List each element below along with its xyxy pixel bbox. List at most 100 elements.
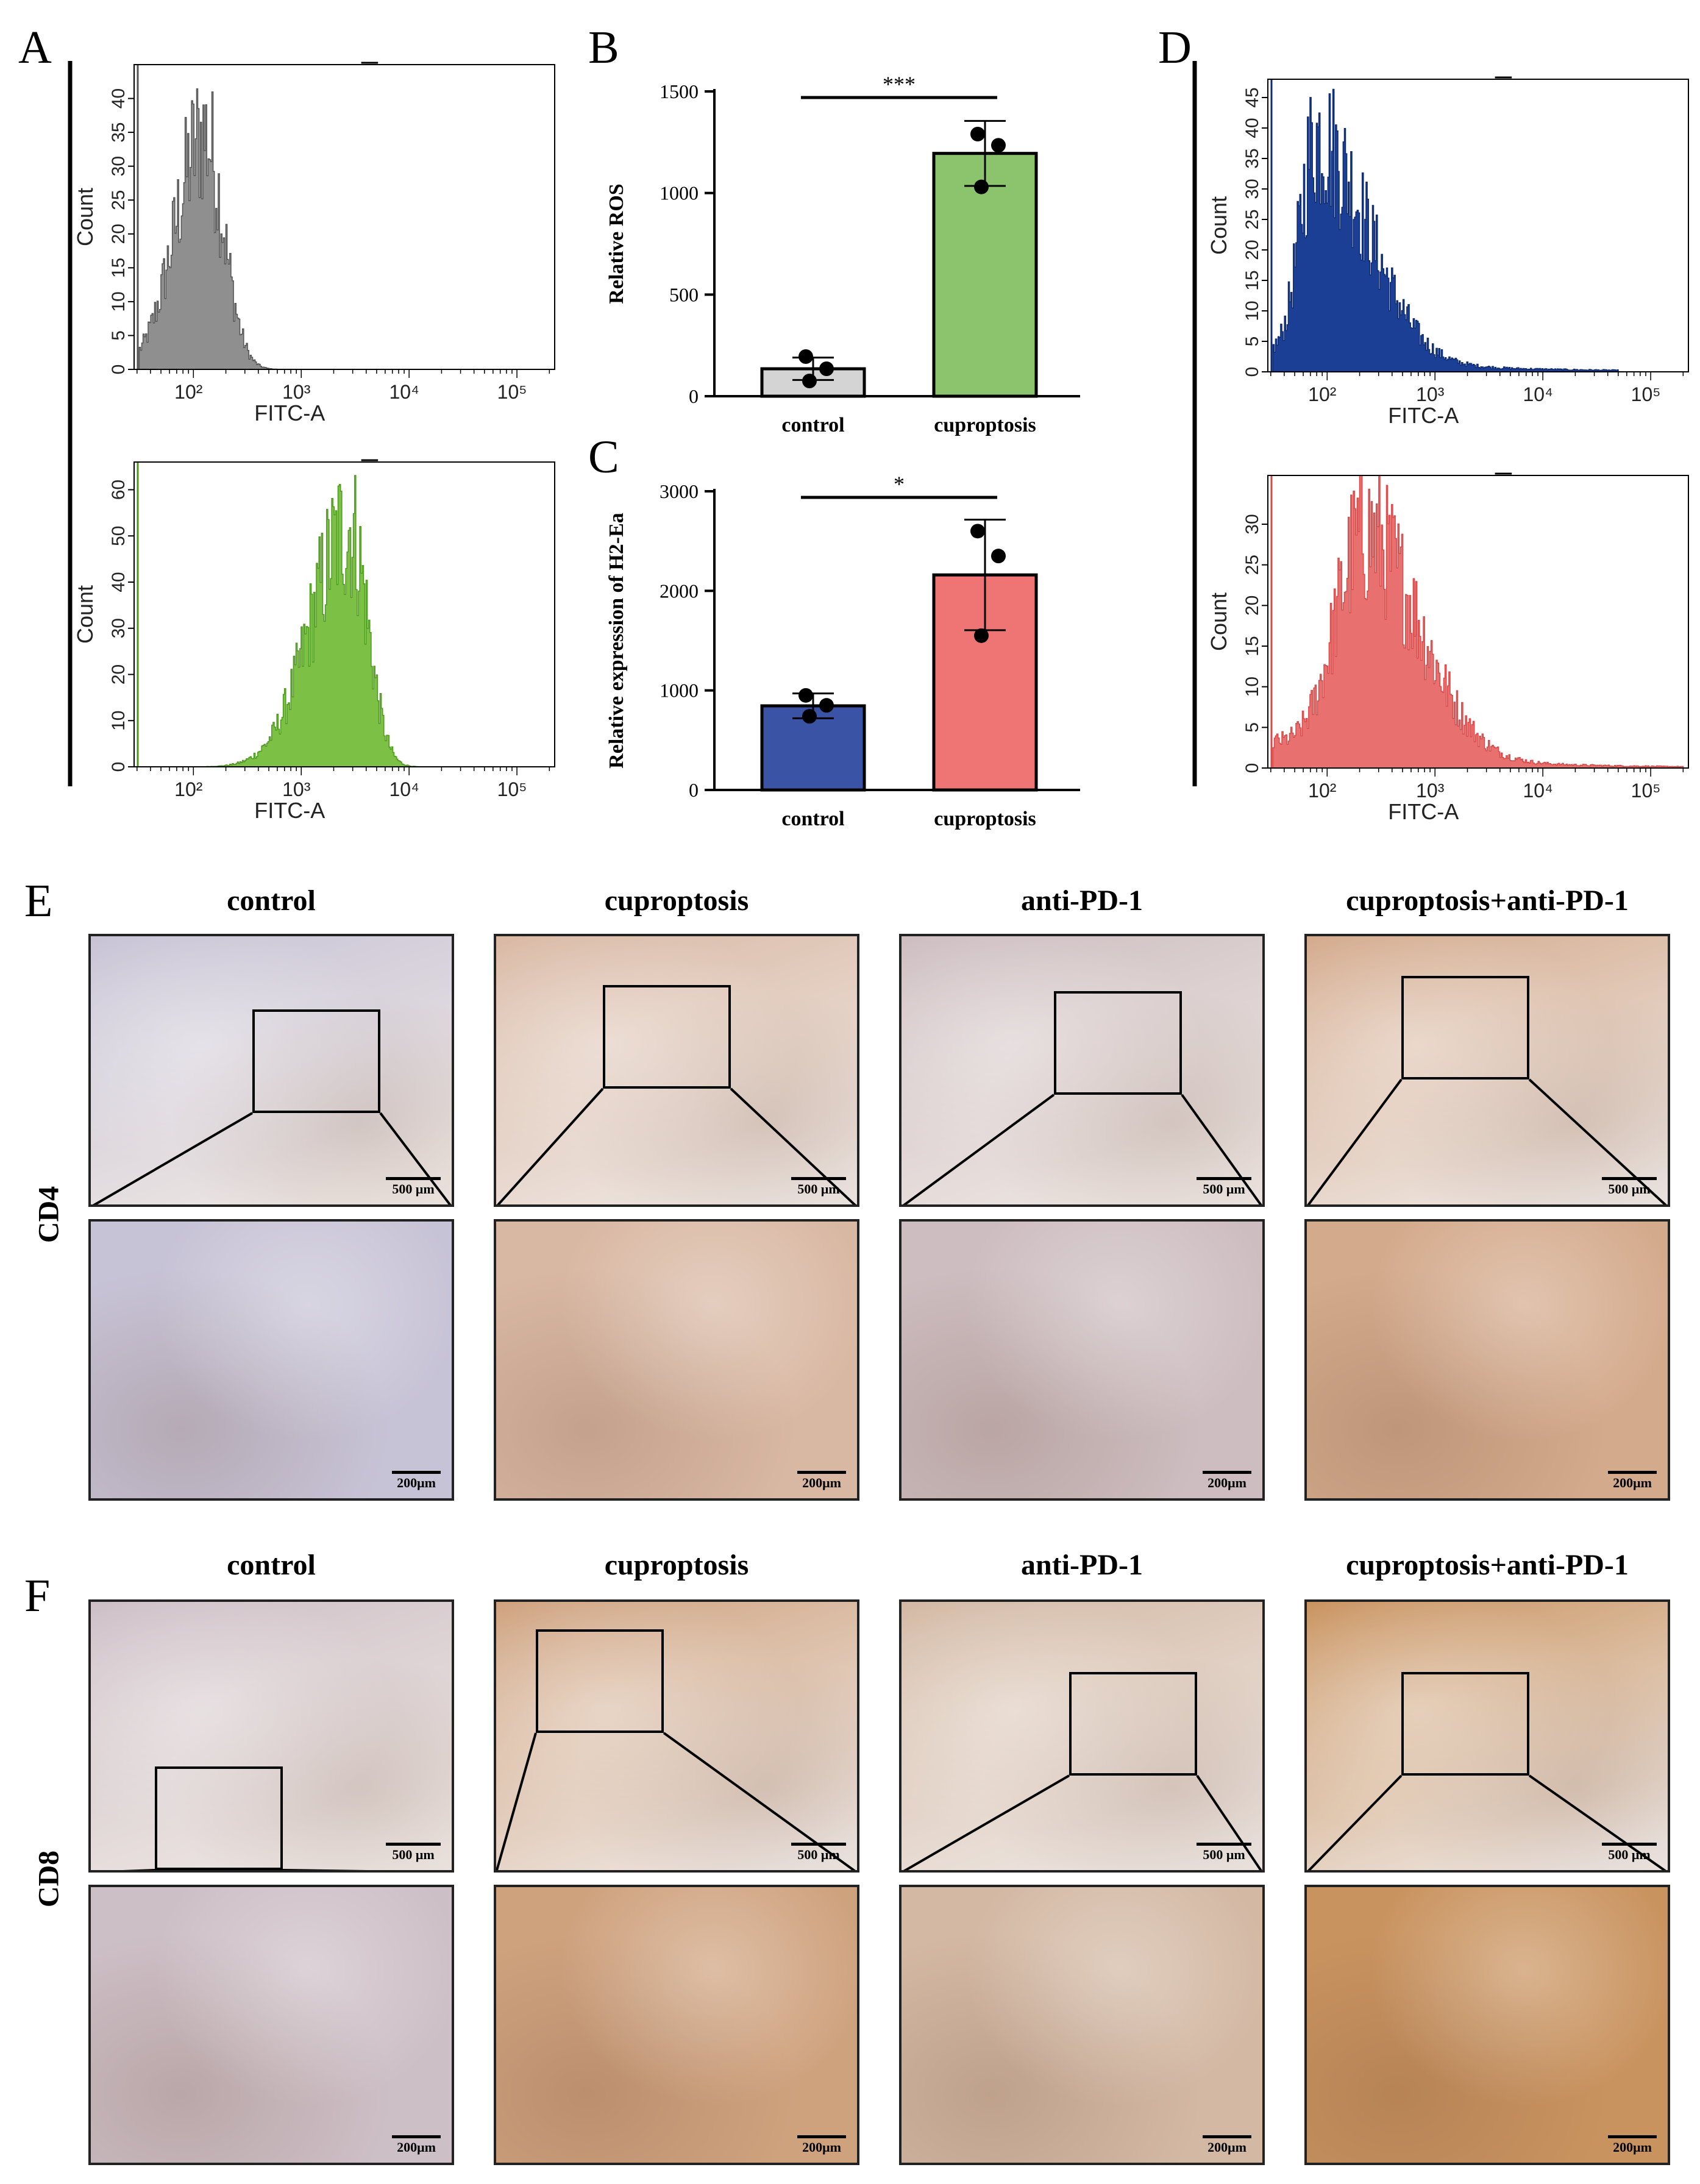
scale-bar-label: 200μm bbox=[1207, 1475, 1247, 1490]
x-tick-label: 10³ bbox=[1416, 383, 1445, 405]
histogram-frame bbox=[1267, 79, 1689, 372]
data-point bbox=[974, 179, 989, 194]
scale-bar: 200μm bbox=[1203, 2135, 1251, 2155]
row-label-cd8: CD8 bbox=[32, 1850, 65, 1908]
y-tick-label: 50 bbox=[108, 526, 129, 546]
ihc-zoomed-image: 200μm bbox=[1304, 1885, 1670, 2165]
y-tick-label: 15 bbox=[1242, 636, 1262, 656]
zoom-lines bbox=[496, 1087, 856, 1204]
scale-bar-line bbox=[791, 1177, 846, 1180]
column-title: cuproptosis+anti-PD-1 bbox=[1346, 1549, 1629, 1581]
y-tick-label: 20 bbox=[108, 664, 129, 685]
ihc-overview-image: 500 μm bbox=[899, 934, 1265, 1207]
scale-bar-line bbox=[1197, 1177, 1251, 1180]
x-axis-label: FITC-A bbox=[1388, 799, 1459, 824]
scale-bar: 200μm bbox=[1608, 1471, 1657, 1491]
scale-bar: 200μm bbox=[1203, 1471, 1251, 1491]
scale-bar-line bbox=[797, 1471, 846, 1474]
y-axis-label: Count bbox=[1206, 592, 1231, 651]
zoom-line-left bbox=[1307, 1774, 1403, 1870]
data-point bbox=[970, 127, 985, 141]
y-axis-label: Relative expression of H2-Ea bbox=[605, 513, 628, 769]
scale-bar: 200μm bbox=[392, 2135, 441, 2155]
y-tick-label: 5 bbox=[1242, 336, 1262, 347]
zoom-line-right bbox=[1528, 1078, 1667, 1204]
bar-chart-c: 0 1000 2000 3000 Relative expression of H2-E… bbox=[605, 472, 1080, 830]
y-tick-label: 0 bbox=[689, 779, 699, 801]
y-tick-label: 25 bbox=[1242, 209, 1262, 229]
x-axis-label: FITC-A bbox=[254, 798, 325, 823]
zoom-region-box bbox=[1069, 1672, 1197, 1776]
zoom-region-box bbox=[155, 1766, 283, 1870]
zoom-line-left bbox=[92, 1112, 254, 1204]
y-tick-label: 10 bbox=[108, 291, 129, 311]
y-tick-label: 0 bbox=[108, 365, 129, 375]
data-point bbox=[798, 688, 813, 703]
bar-1 bbox=[932, 152, 1038, 398]
scale-bar-label: 500 μm bbox=[392, 1181, 435, 1197]
histogram-bars bbox=[1268, 88, 1688, 372]
scale-bar: 200μm bbox=[1608, 2135, 1657, 2155]
histogram-d-top: 0 5 10 15 20 25 30 35 40 45 Count 10² 10³ 10⁴ 10⁵ FITC-… bbox=[1206, 76, 1689, 428]
scale-bar-line bbox=[386, 1177, 441, 1180]
zoom-line-right bbox=[379, 1112, 452, 1204]
histogram-frame bbox=[133, 461, 555, 767]
y-tick-label: 1000 bbox=[660, 182, 699, 204]
scale-bar-label: 500 μm bbox=[1203, 1847, 1245, 1862]
ihc-overview-image: 500 μm bbox=[899, 1599, 1265, 1873]
y-axis-label: Count bbox=[73, 585, 98, 644]
y-tick-label: 0 bbox=[108, 762, 129, 772]
panel-letter-a: A bbox=[18, 22, 52, 73]
x-tick-label: 10³ bbox=[282, 381, 311, 403]
x-tick-label: 10⁴ bbox=[1523, 780, 1552, 802]
scale-bar-label: 200μm bbox=[1613, 2140, 1652, 2155]
x-tick-label: 10³ bbox=[282, 778, 311, 800]
y-tick-label: 40 bbox=[108, 572, 129, 592]
scale-bar-line bbox=[392, 1471, 441, 1474]
scale-bar-line bbox=[1608, 2135, 1657, 2138]
zoom-line-right bbox=[730, 1087, 856, 1204]
zoom-lines bbox=[92, 1112, 452, 1204]
y-tick-label: 10 bbox=[1242, 677, 1262, 697]
bar-chart-b: 0 500 1000 1500 Relative ROS control cuproptos… bbox=[605, 72, 1080, 436]
data-point bbox=[991, 549, 1006, 564]
x-tick-label: 10⁵ bbox=[497, 778, 527, 800]
zoom-line-right bbox=[663, 1732, 856, 1870]
histogram-a-top: 0 5 10 15 20 25 30 35 40 Count 10² 10³ 10⁴ 10⁵ FITC-A bbox=[73, 62, 555, 425]
zoom-line-left bbox=[496, 1732, 537, 1870]
y-tick-label: 15 bbox=[108, 258, 129, 278]
data-point bbox=[974, 628, 989, 643]
data-point bbox=[991, 138, 1006, 153]
histogram-frame bbox=[133, 64, 555, 370]
column-title: control bbox=[227, 1549, 316, 1581]
ihc-zoomed-image: 200μm bbox=[88, 1219, 454, 1501]
y-tick-label: 30 bbox=[1242, 179, 1262, 199]
y-tick-label: 25 bbox=[108, 190, 129, 210]
y-tick-label: 40 bbox=[108, 88, 129, 108]
x-tick-label: 10⁴ bbox=[389, 778, 419, 800]
ihc-zoomed-image: 200μm bbox=[899, 1219, 1265, 1501]
y-tick-label: 0 bbox=[1242, 367, 1262, 377]
ihc-overview-image: 500 μm bbox=[1304, 934, 1670, 1207]
scale-bar-label: 200μm bbox=[802, 1475, 841, 1490]
zoom-region-box bbox=[252, 1009, 380, 1113]
column-title: anti-PD-1 bbox=[1021, 1549, 1143, 1581]
scale-bar-label: 200μm bbox=[1613, 1475, 1652, 1490]
zoom-lines bbox=[496, 1732, 856, 1870]
column-title: cuproptosis bbox=[604, 884, 749, 917]
ihc-overview-image: 500 μm bbox=[88, 934, 454, 1207]
y-tick-label: 10 bbox=[1242, 301, 1262, 321]
ihc-zoomed-image: 200μm bbox=[494, 1219, 859, 1501]
histogram-d-bottom: 0 5 10 15 20 25 30 Count 10² 10³ 10⁴ 10⁵ FITC-A bbox=[1206, 472, 1689, 824]
ihc-overview-image: 500 μm bbox=[494, 1599, 859, 1873]
x-tick-label: 10² bbox=[1308, 780, 1337, 802]
y-tick-label: 30 bbox=[108, 156, 129, 176]
scale-bar-label: 500 μm bbox=[392, 1847, 435, 1862]
y-tick-label: 1000 bbox=[660, 680, 699, 702]
row-label-cd4: CD4 bbox=[32, 1186, 65, 1243]
x-tick-label: control bbox=[781, 808, 844, 830]
scale-bar: 500 μm bbox=[386, 1177, 441, 1197]
figure-brackets bbox=[68, 61, 1197, 786]
x-tick-label: 10⁵ bbox=[1631, 383, 1661, 405]
significance-label: *** bbox=[883, 72, 916, 96]
